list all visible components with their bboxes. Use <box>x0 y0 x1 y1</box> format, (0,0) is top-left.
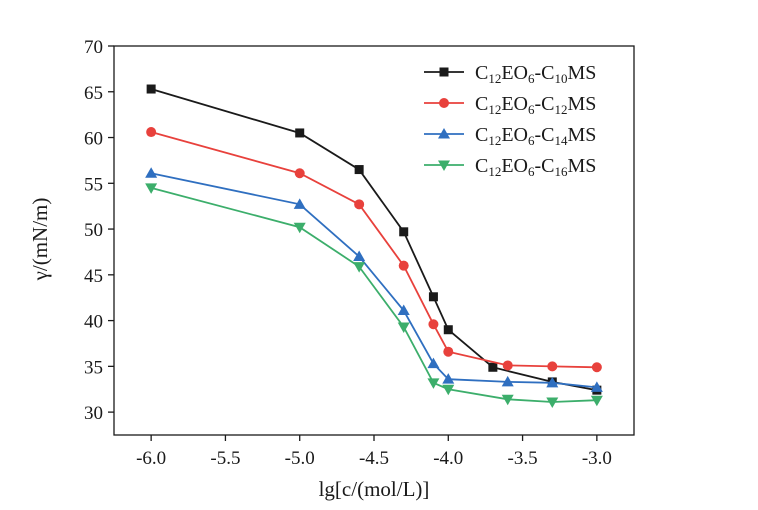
data-point <box>590 381 603 392</box>
series-layer <box>145 84 603 409</box>
data-point <box>145 183 158 194</box>
legend: C12EO6-C10MS C12EO6-C12MS C12EO6-C14MS C12E… <box>424 62 596 179</box>
data-point <box>145 167 158 178</box>
legend-marker <box>438 128 450 139</box>
legend-marker <box>439 67 449 77</box>
legend-label: C12EO6-C12MS <box>475 93 596 117</box>
data-point <box>354 199 365 210</box>
data-point <box>428 319 439 330</box>
series-2 <box>146 127 602 373</box>
x-tick-label: -5.5 <box>210 448 240 469</box>
x-tick-label: -6.0 <box>136 448 166 469</box>
x-tick-label: -3.5 <box>508 448 538 469</box>
data-point <box>294 168 305 179</box>
data-point <box>397 304 410 316</box>
data-point <box>354 165 364 175</box>
x-axis-title: lg[c/(mol/L)] <box>319 477 430 501</box>
y-tick-label: 60 <box>84 129 103 150</box>
data-point <box>442 384 455 396</box>
data-point <box>146 84 156 94</box>
data-point <box>427 378 440 389</box>
x-tick-label: -3.0 <box>582 448 612 469</box>
data-point <box>295 128 305 138</box>
data-point <box>293 198 306 209</box>
x-tick-label: -4.0 <box>433 448 463 469</box>
data-point <box>353 262 366 273</box>
data-point <box>591 362 602 373</box>
data-point <box>442 373 455 384</box>
legend-item: C12EO6-C16MS <box>424 155 596 179</box>
data-point <box>501 394 514 406</box>
data-point <box>546 376 559 388</box>
y-axis-title: γ/(mN/m) <box>28 198 52 282</box>
series-3 <box>145 167 603 392</box>
legend-item: C12EO6-C10MS <box>424 62 596 86</box>
legend-label: C12EO6-C16MS <box>475 155 596 179</box>
data-point <box>398 260 409 271</box>
data-point <box>427 357 440 369</box>
data-point <box>428 292 438 302</box>
data-point <box>443 325 453 335</box>
y-tick-label: 55 <box>84 174 103 195</box>
series-1 <box>146 84 602 395</box>
y-axis: 30 35 40 45 50 55 60 65 70 <box>84 37 114 424</box>
data-point <box>293 222 306 234</box>
y-tick-label: 40 <box>84 312 103 333</box>
data-point <box>590 395 603 407</box>
legend-marker <box>439 98 449 108</box>
x-tick-label: -4.5 <box>359 448 389 469</box>
data-point <box>502 360 513 371</box>
data-point <box>501 375 514 387</box>
data-point <box>546 397 559 409</box>
x-tick-label: -5.0 <box>285 448 315 469</box>
legend-label: C12EO6-C10MS <box>475 62 596 86</box>
y-tick-label: 50 <box>84 220 103 241</box>
data-point <box>399 227 409 237</box>
y-tick-label: 45 <box>84 266 103 287</box>
series-4 <box>145 183 603 409</box>
data-point <box>488 362 498 372</box>
x-axis: -6.0 -5.5 -5.0 -4.5 -4.0 -3.5 -3.0 <box>136 435 612 469</box>
data-point <box>443 346 454 357</box>
data-point <box>353 250 366 262</box>
data-point <box>397 322 410 333</box>
series-line <box>150 187 597 403</box>
legend-marker <box>438 160 450 171</box>
legend-item: C12EO6-C12MS <box>424 93 596 117</box>
y-tick-label: 30 <box>84 403 103 424</box>
legend-item: C12EO6-C14MS <box>424 124 596 148</box>
legend-label: C12EO6-C14MS <box>475 124 596 148</box>
y-tick-label: 65 <box>84 83 103 104</box>
data-point <box>146 127 157 138</box>
y-tick-label: 35 <box>84 357 103 378</box>
y-tick-label: 70 <box>84 37 103 58</box>
data-point <box>547 361 558 372</box>
